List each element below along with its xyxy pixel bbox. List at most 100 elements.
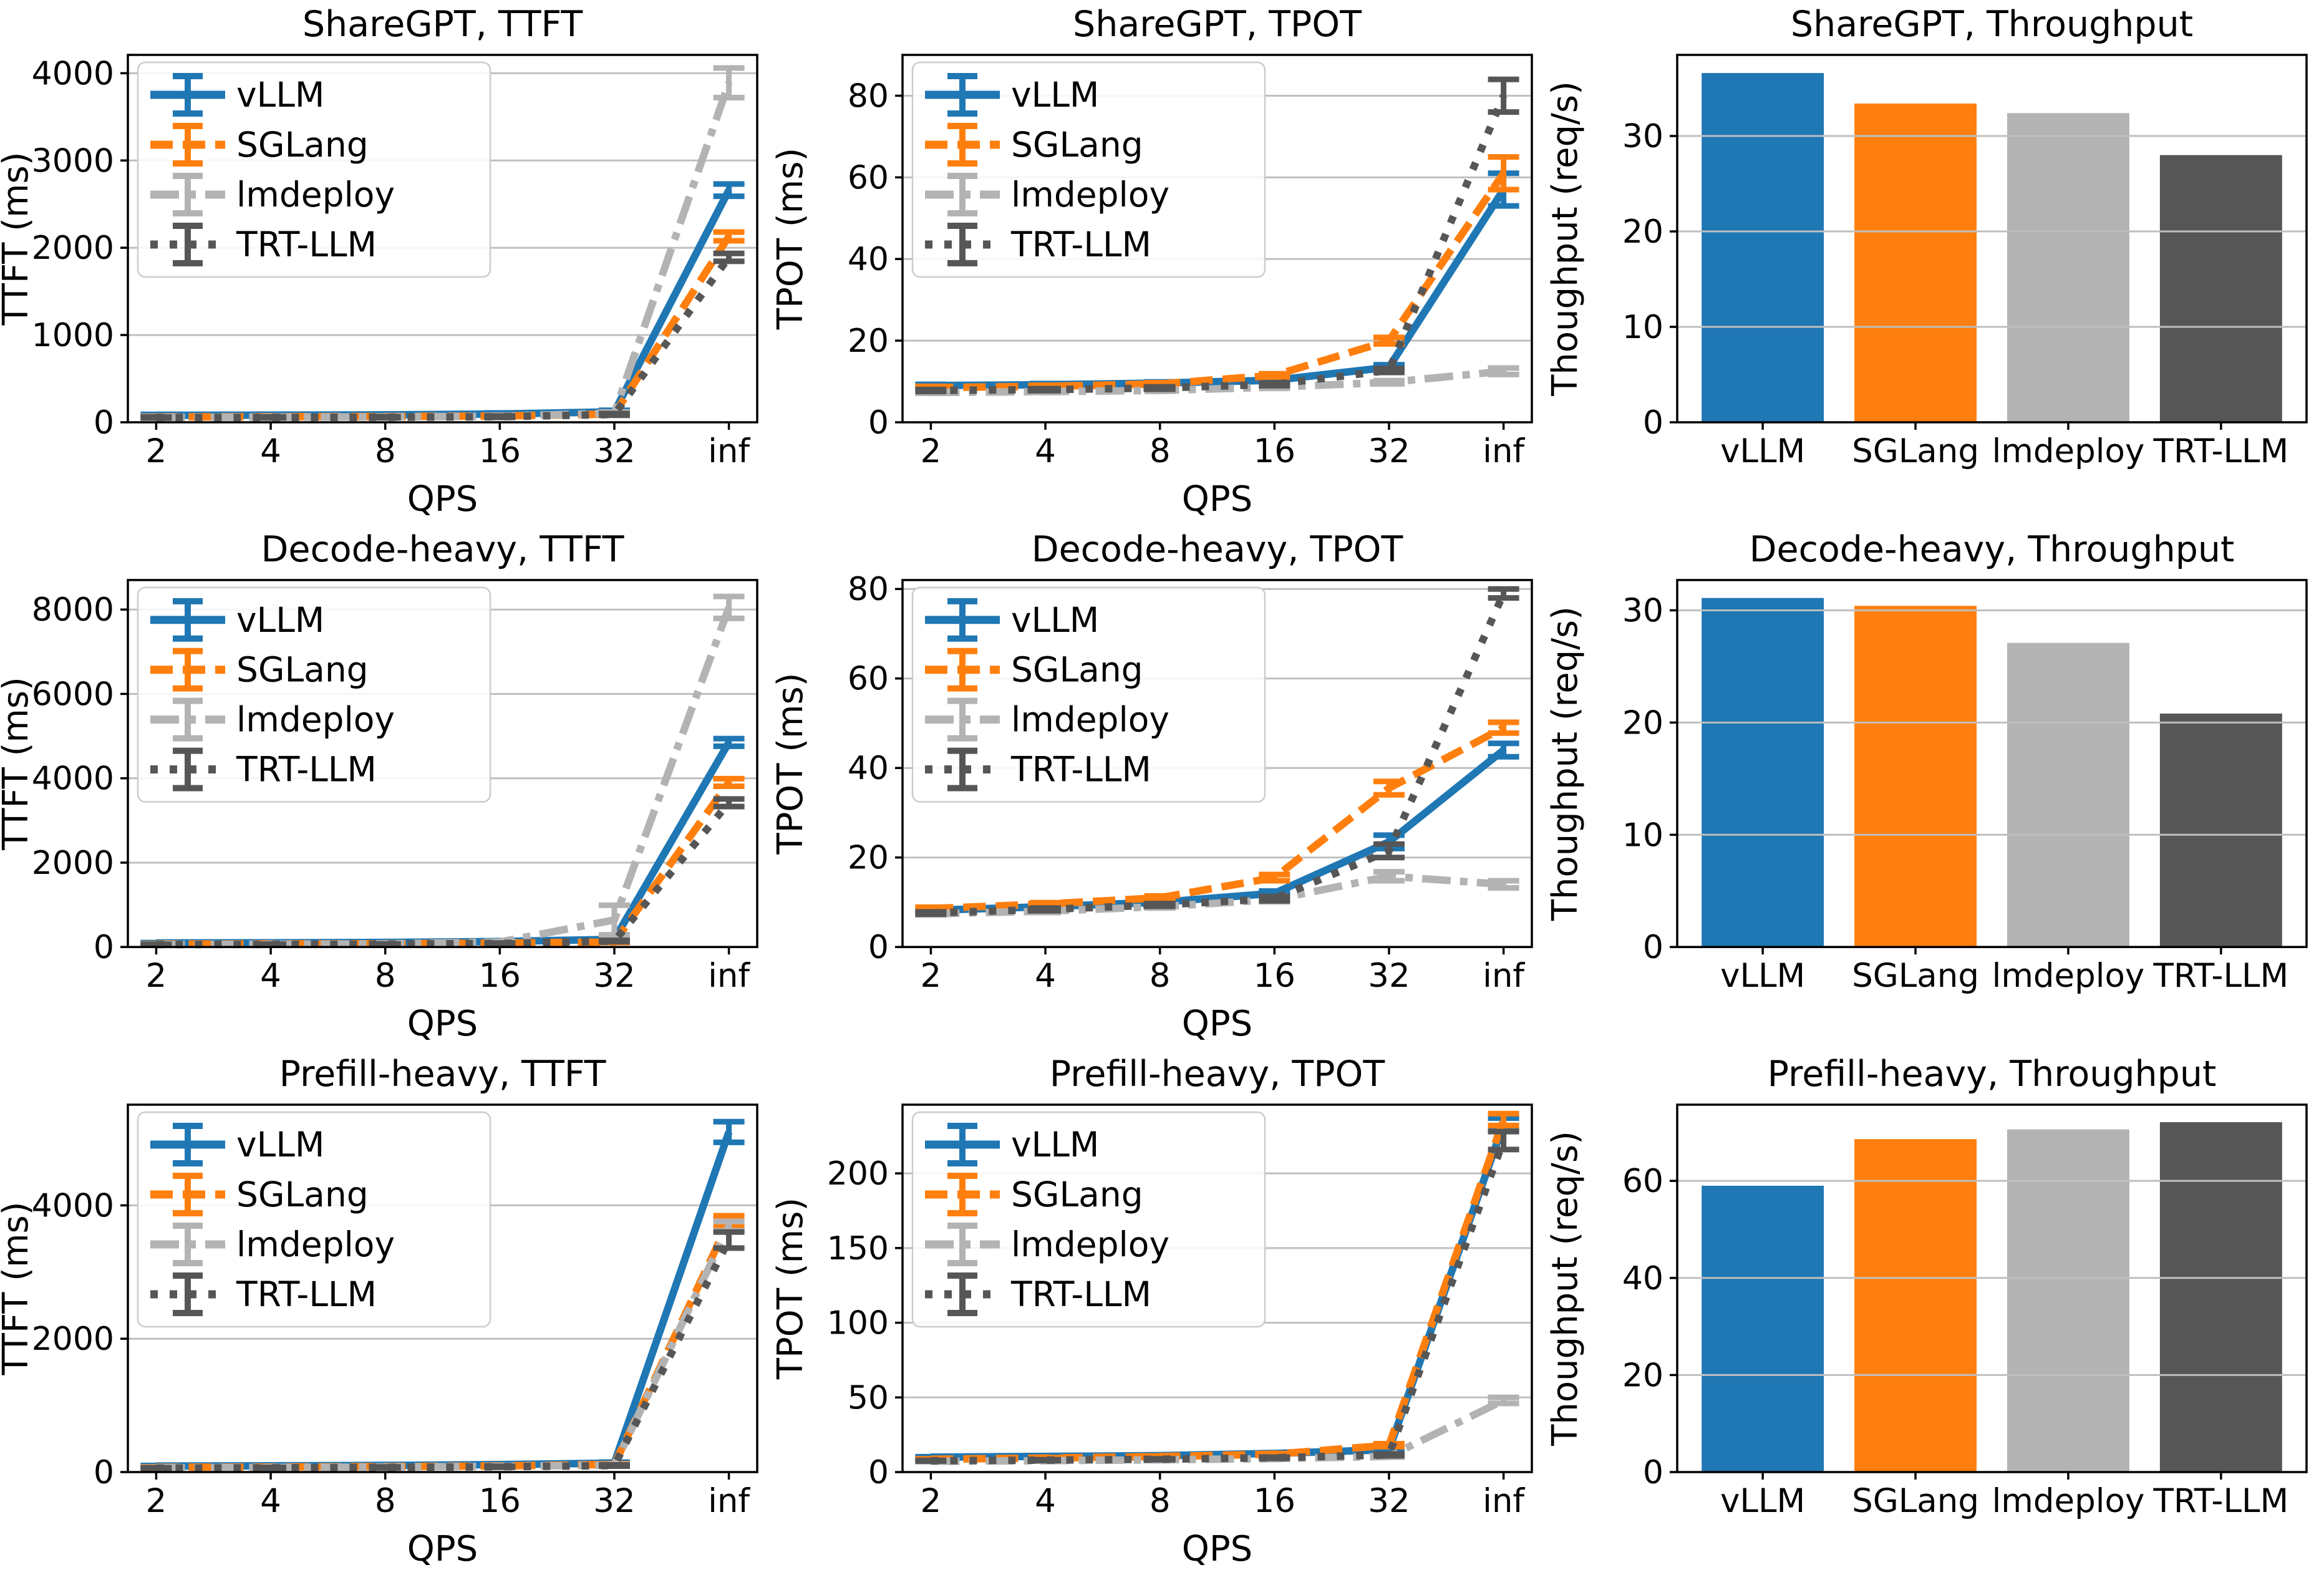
x-tick-label: 16 <box>479 1482 521 1520</box>
x-tick-label: SGLang <box>1852 1482 1979 1520</box>
bar-vLLM <box>1702 598 1824 947</box>
legend-label: TRT-LLM <box>1010 750 1151 790</box>
x-tick-label: lmdeploy <box>1992 1482 2145 1520</box>
series-SGLang <box>140 775 745 948</box>
y-tick-label: 50 <box>848 1379 889 1417</box>
chart-title: Prefill-heavy, TTFT <box>279 1054 606 1095</box>
prefill-heavy-throughput-canvas: 0 20 40 60 vLLM SGLang lmdeploy TRT-LLM Prefill-… <box>1549 1054 2308 1520</box>
series-TRT-LLM <box>140 250 745 422</box>
chart-sharegpt-throughput: 0 10 20 30 vLLM SGLang lmdeploy TRT-LLM ShareGPT… <box>1549 0 2324 525</box>
x-tick-label: 16 <box>479 432 521 470</box>
bar-SGLang <box>1854 606 1977 947</box>
x-tick-label: 16 <box>1254 432 1295 470</box>
errorbars-TRT-LLM <box>140 796 745 948</box>
legend: vLLM SGLang lmdeploy TRT-LLM <box>137 1111 491 1328</box>
series-line-SGLang <box>156 234 732 421</box>
x-tick-label: 2 <box>146 432 167 470</box>
y-tick-label: 100 <box>827 1305 889 1342</box>
y-tick-label: 0 <box>94 404 114 442</box>
legend-entry-SGLang: SGLang <box>150 1173 369 1216</box>
x-tick-label: inf <box>1483 432 1525 470</box>
x-tick-label: SGLang <box>1852 957 1979 995</box>
series-line-lmdeploy <box>156 606 733 948</box>
series-lmdeploy <box>915 869 1519 918</box>
legend-entry-lmdeploy: lmdeploy <box>150 697 395 742</box>
decode-heavy-tpot-canvas: 0 20 40 60 80 2 4 8 16 32 inf Decode-heavy, TPOT QPS… <box>775 529 1533 1044</box>
x-axis-label: QPS <box>407 479 478 520</box>
legend: vLLM SGLang lmdeploy TRT-LLM <box>911 61 1266 278</box>
legend-box <box>911 61 1266 278</box>
plot-border <box>1676 1103 2308 1473</box>
x-tick-label: 8 <box>1150 957 1171 995</box>
y-axis-label: Thoughput (req/s) <box>1549 81 1586 397</box>
x-tick-label: 16 <box>1254 957 1295 995</box>
x-tick-label: 2 <box>146 957 167 995</box>
bar-SGLang <box>1854 1139 1977 1472</box>
legend-label: vLLM <box>236 600 324 640</box>
y-tick-label: 4000 <box>32 760 114 798</box>
plot-border <box>901 579 1533 948</box>
legend-entry-SGLang: SGLang <box>925 1173 1143 1216</box>
plot-border <box>127 579 758 948</box>
legend-label: lmdeploy <box>1011 700 1169 740</box>
y-axis-label: TPOT (ms) <box>775 673 811 855</box>
legend-label: SGLang <box>236 1175 369 1214</box>
y-axis-label: TTFT (ms) <box>0 677 36 851</box>
bar-lmdeploy <box>2007 642 2129 947</box>
y-tick-label: 40 <box>848 241 889 278</box>
chart-title: Prefill-heavy, TPOT <box>1050 1054 1385 1095</box>
prefill-heavy-ttft-canvas: 0 2000 4000 2 4 8 16 32 inf Prefill-heavy, TTFT QP… <box>0 1054 758 1569</box>
y-tick-label: 200 <box>827 1155 889 1193</box>
sharegpt-ttft-canvas: 0 1000 2000 3000 4000 2 4 8 16 32 inf ShareGPT, TTF… <box>0 4 758 520</box>
decode-heavy-throughput-canvas: 0 10 20 30 vLLM SGLang lmdeploy TRT-LLM Decode-h… <box>1549 529 2308 995</box>
legend-entry-lmdeploy: lmdeploy <box>925 1223 1169 1266</box>
legend-entry-lmdeploy: lmdeploy <box>925 173 1169 216</box>
legend-label: vLLM <box>236 75 324 115</box>
x-tick-label: 32 <box>1368 957 1410 995</box>
bar-lmdeploy <box>2007 1129 2129 1472</box>
x-axis-label: QPS <box>407 1004 478 1044</box>
legend-entry-vLLM: vLLM <box>925 73 1099 117</box>
legend-label: SGLang <box>236 650 369 690</box>
bar-TRT-LLM <box>2159 155 2282 423</box>
x-tick-label: 4 <box>260 957 281 995</box>
sharegpt-tpot-canvas: 0 20 40 60 80 2 4 8 16 32 inf ShareGPT, TPOT QPS TPOT… <box>775 4 1533 520</box>
x-tick-label: vLLM <box>1720 957 1805 995</box>
legend-entry-vLLM: vLLM <box>925 1123 1099 1166</box>
y-tick-label: 4000 <box>32 55 114 92</box>
y-tick-label: 10 <box>1622 817 1663 854</box>
series-line-vLLM <box>931 187 1507 390</box>
series-TRT-LLM <box>140 796 745 949</box>
series-TRT-LLM <box>915 76 1519 395</box>
y-axis-label: TTFT (ms) <box>0 152 36 326</box>
x-tick-label: vLLM <box>1720 1482 1805 1520</box>
chart-title: ShareGPT, TTFT <box>303 4 583 45</box>
x-tick-label: inf <box>708 432 750 470</box>
y-axis-label: TPOT (ms) <box>775 1198 811 1380</box>
x-tick-label: 16 <box>479 957 521 995</box>
legend-label: SGLang <box>1011 1175 1143 1214</box>
y-tick-label: 150 <box>827 1230 889 1267</box>
legend-label: SGLang <box>1011 125 1143 165</box>
x-tick-label: 8 <box>375 432 396 470</box>
legend-label: TRT-LLM <box>236 1274 377 1314</box>
plot-border <box>127 54 758 424</box>
legend-entry-SGLang: SGLang <box>925 647 1143 692</box>
legend-label: SGLang <box>1011 650 1143 690</box>
y-axis-label: TTFT (ms) <box>0 1201 36 1375</box>
errorbars-TRT-LLM <box>140 250 745 421</box>
y-tick-label: 6000 <box>32 676 114 713</box>
series-TRT-LLM <box>140 1229 745 1472</box>
sharegpt-throughput-canvas: 0 10 20 30 vLLM SGLang lmdeploy TRT-LLM ShareGPT… <box>1549 4 2308 470</box>
errorbars-TRT-LLM <box>915 586 1519 917</box>
x-tick-label: 8 <box>375 1482 396 1520</box>
y-tick-label: 20 <box>1622 704 1663 742</box>
legend-label: lmdeploy <box>1011 1224 1169 1264</box>
series-line-vLLM <box>931 1123 1508 1461</box>
chart-decode-heavy-tpot: 0 20 40 60 80 2 4 8 16 32 inf Decode-heavy, TPOT QPS… <box>775 525 1549 1050</box>
legend-entry-TRT-LLM: TRT-LLM <box>150 223 377 266</box>
x-tick-label: vLLM <box>1720 432 1805 470</box>
legend-entry-SGLang: SGLang <box>150 123 369 167</box>
legend-entry-TRT-LLM: TRT-LLM <box>925 223 1151 266</box>
chart-prefill-heavy-throughput: 0 20 40 60 vLLM SGLang lmdeploy TRT-LLM Prefill-… <box>1549 1050 2324 1575</box>
